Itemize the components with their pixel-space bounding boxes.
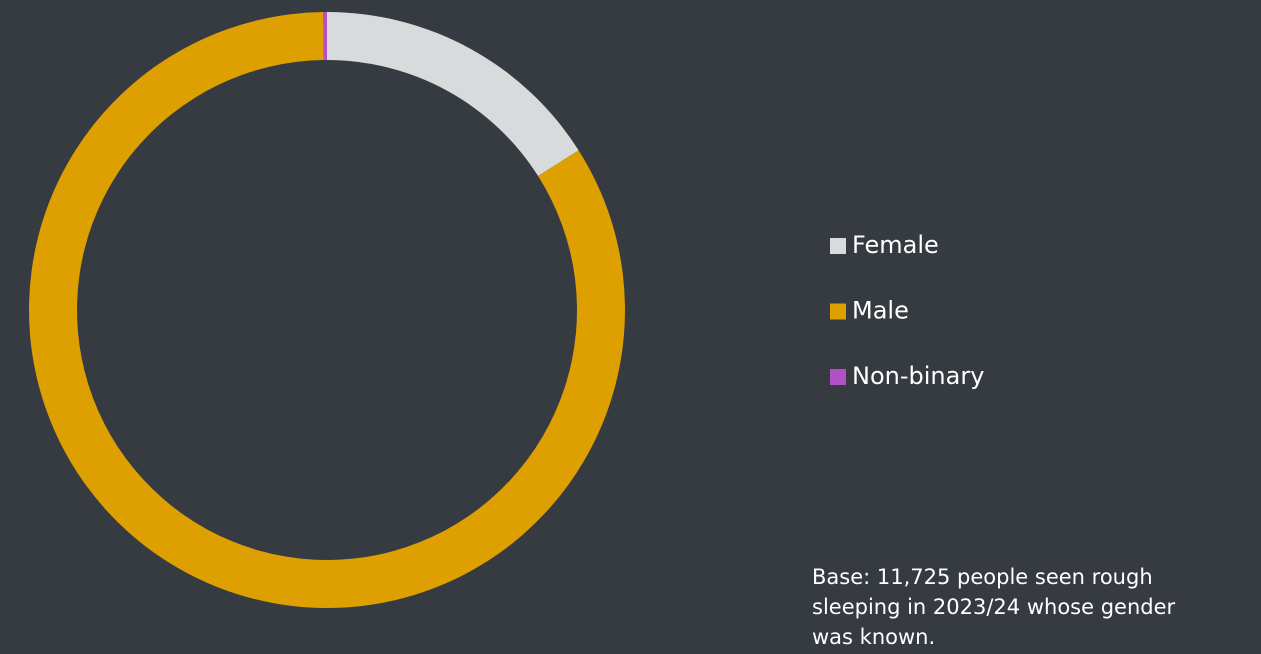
legend-swatch xyxy=(830,238,846,254)
note: Base: 11,725 people seen rough xyxy=(812,565,1153,589)
legend-swatch xyxy=(830,303,846,320)
note: was known. xyxy=(812,625,935,649)
legend-label: Male xyxy=(852,297,909,325)
legend-swatch xyxy=(830,369,846,385)
legend-label: Female xyxy=(852,231,939,259)
donut-segment xyxy=(327,12,579,177)
note: sleeping in 2023/24 whose gender xyxy=(812,595,1176,619)
legend-label: Non-binary xyxy=(852,362,984,390)
donut-segment xyxy=(323,12,327,61)
